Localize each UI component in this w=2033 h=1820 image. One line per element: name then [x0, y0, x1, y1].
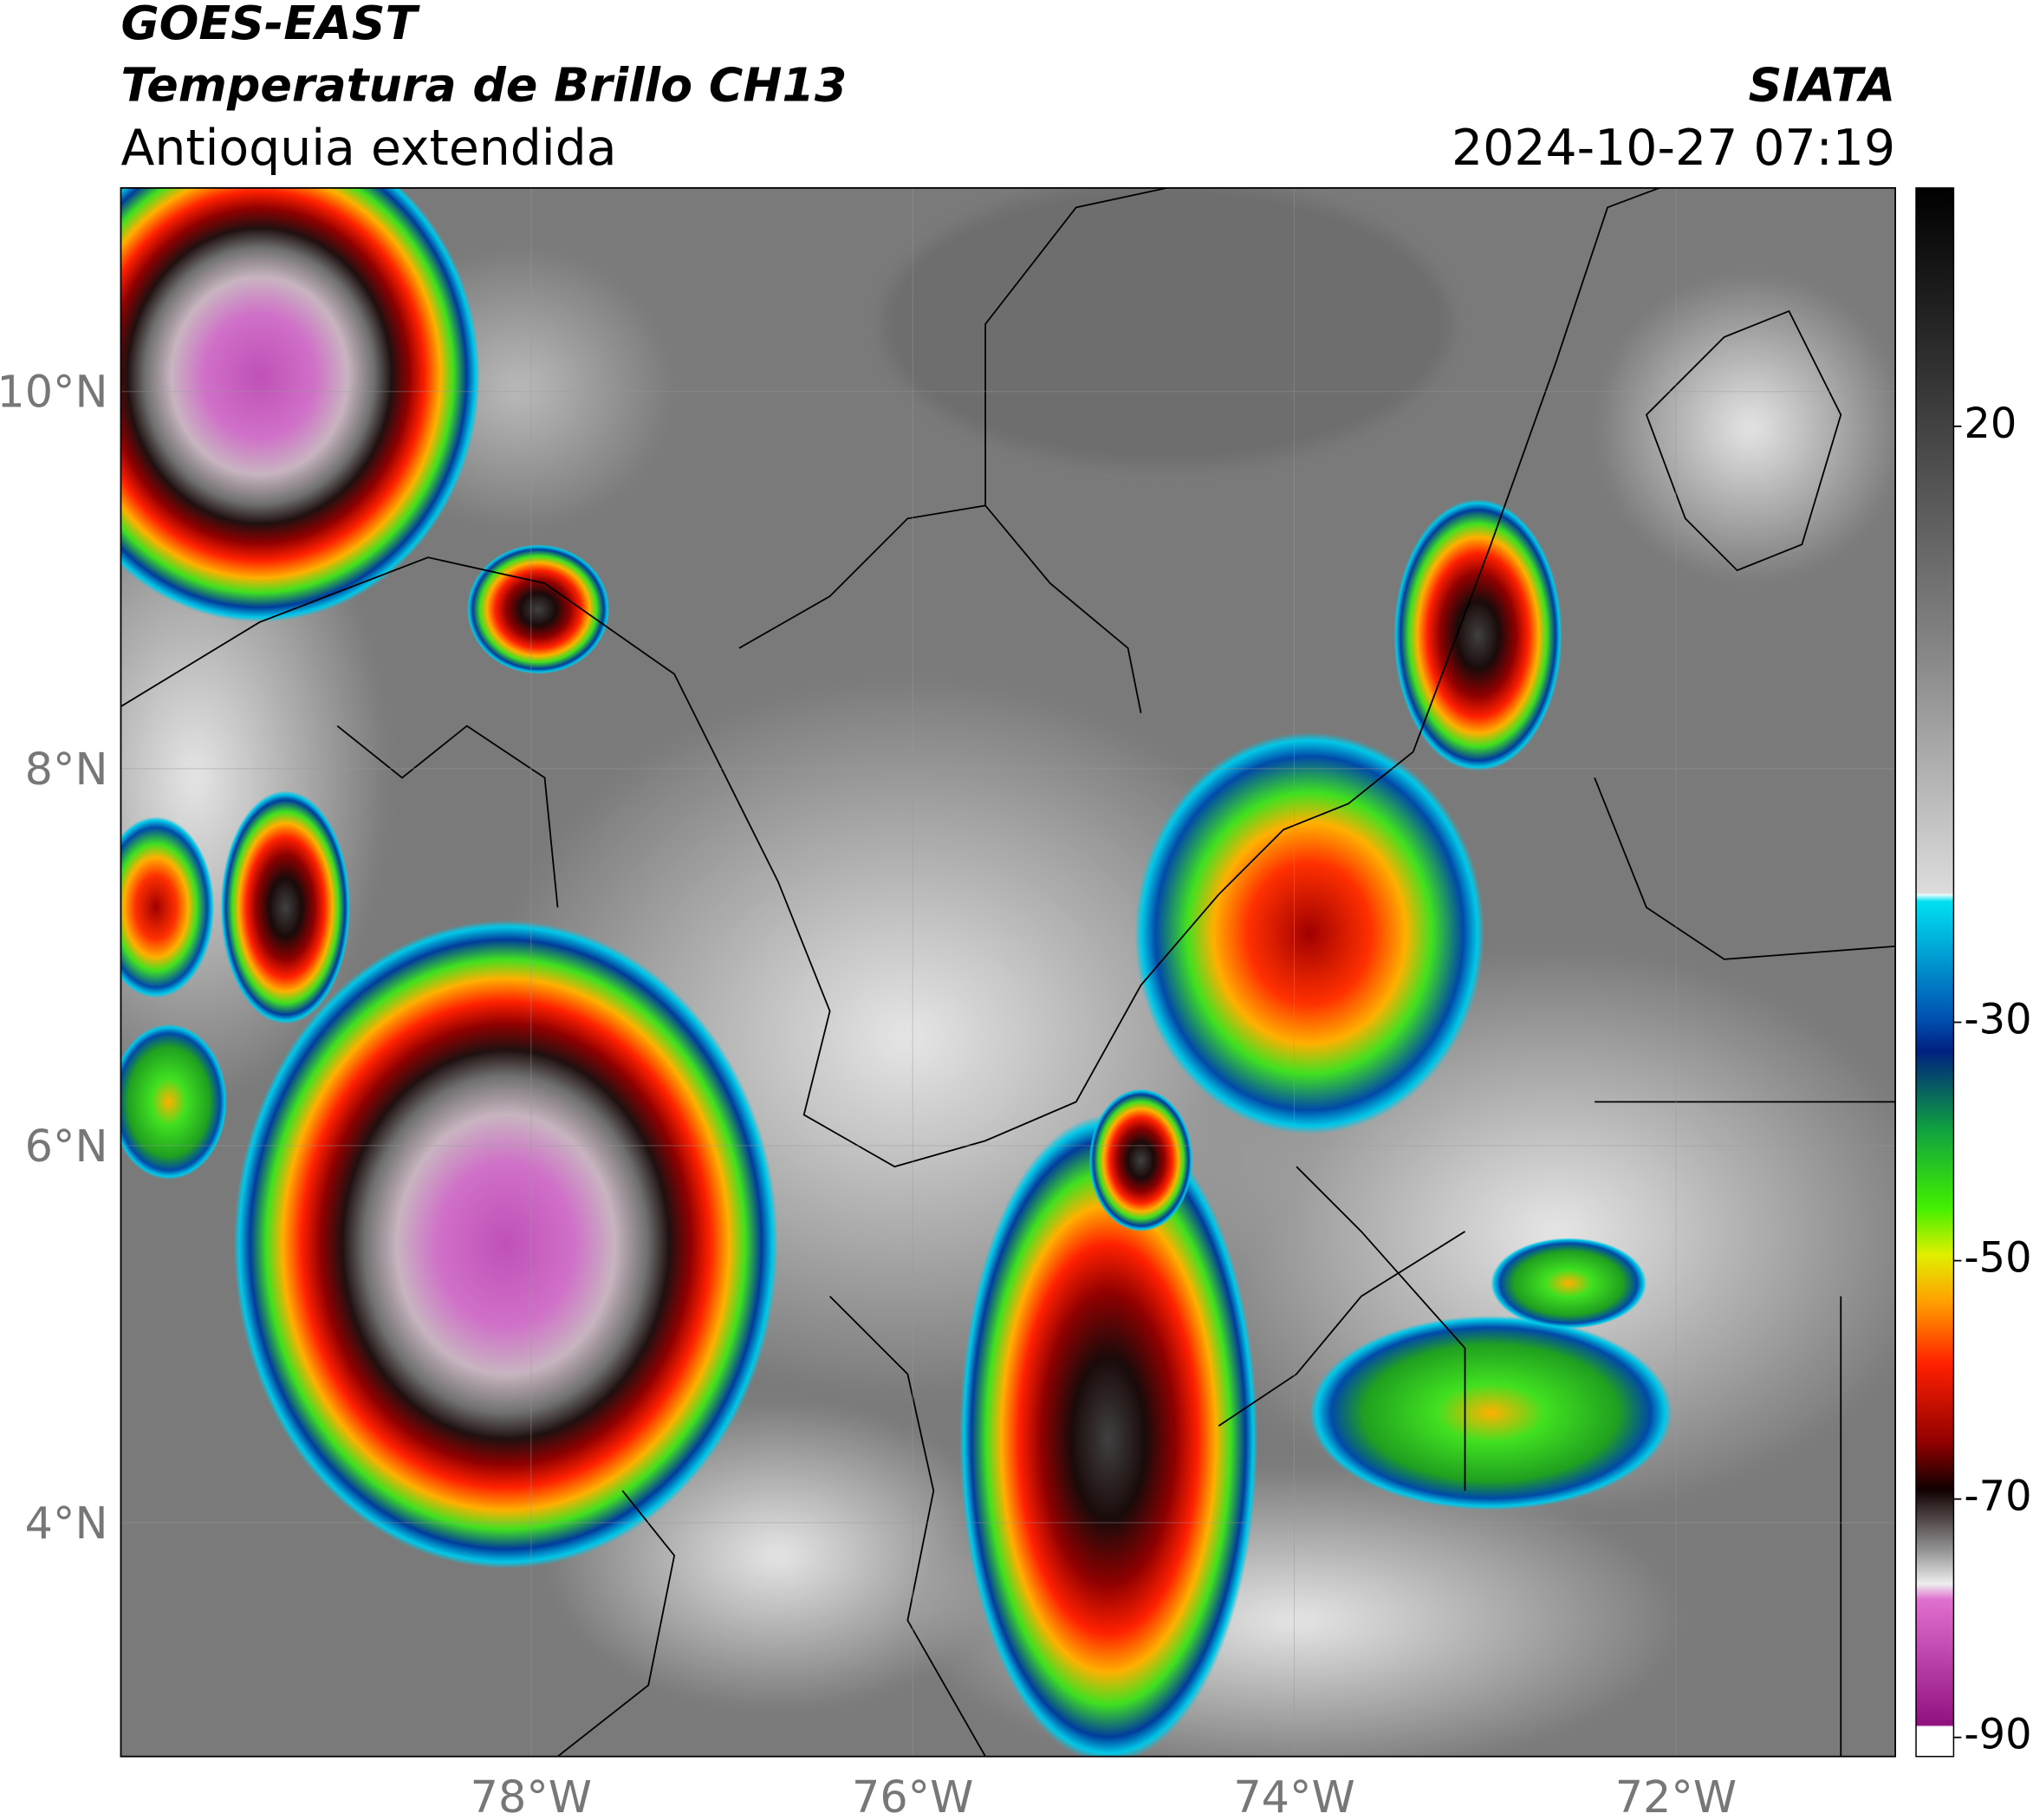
colorbar-tick-label: 20: [1964, 400, 2017, 448]
lon-tick-label: 72°W: [1615, 1771, 1737, 1820]
colorbar-tick-label: -90: [1964, 1712, 2031, 1759]
lon-tick-label: 76°W: [852, 1771, 973, 1820]
source: SIATA: [1749, 58, 1896, 113]
borders: [120, 187, 1896, 1757]
colorbar-tick-label: -50: [1964, 1235, 2031, 1283]
colorbar: [1915, 187, 1955, 1758]
lat-tick-label: 4°N: [25, 1498, 108, 1549]
lon-tick-label: 74°W: [1233, 1771, 1354, 1820]
lat-tick-label: 10°N: [0, 367, 107, 418]
colorbar-tick-label: -30: [1964, 997, 2031, 1044]
lon-tick-label: 78°W: [471, 1771, 592, 1820]
title-line2: Temperatura de Brillo CH13: [120, 58, 847, 113]
title-line1: GOES-EAST: [120, 0, 420, 50]
colorbar-tick-label: -70: [1964, 1473, 2031, 1521]
map: [120, 187, 1896, 1757]
axes: 78°W 76°W 74°W 72°W 10°N 8°N 6°N 4°N 20 -30 -50 -70…: [0, 367, 2032, 1820]
region: Antioquia extendida: [120, 120, 616, 177]
lat-tick-label: 6°N: [25, 1121, 108, 1172]
datetime: 2024-10-27 07:19: [1452, 120, 1895, 177]
lat-tick-label: 8°N: [25, 744, 108, 795]
map-frame: [120, 186, 1896, 1758]
storms: [120, 187, 1673, 1757]
gridlines: [120, 187, 1896, 1757]
